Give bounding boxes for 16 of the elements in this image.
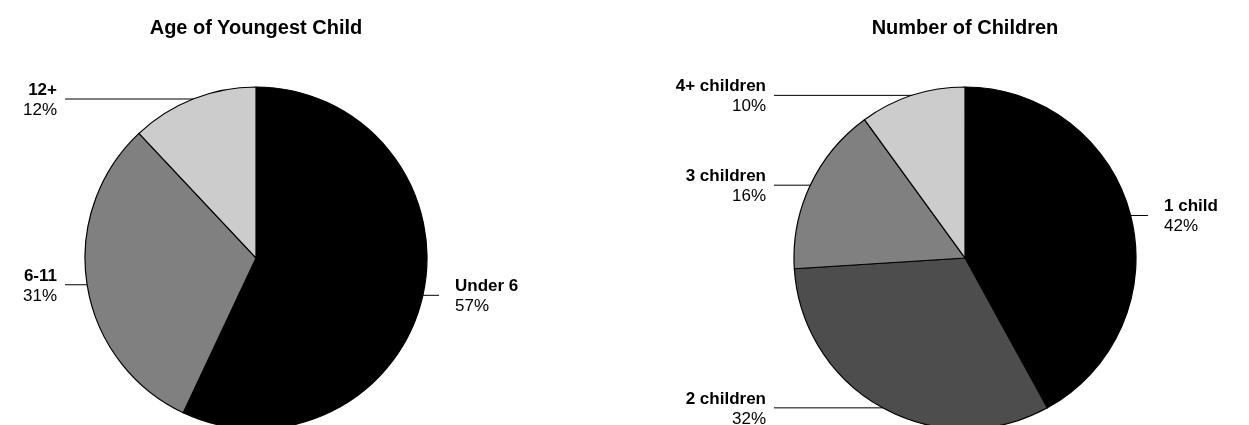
data-label: 32%: [731, 408, 766, 425]
chart-title: Age of Youngest Child: [149, 16, 363, 38]
data-label: 42%: [1164, 216, 1199, 236]
slice-label: 12+: [28, 80, 58, 100]
data-label: 12%: [22, 100, 57, 120]
slice-label: Under 6: [455, 276, 519, 296]
slice-label: 6-11: [23, 265, 57, 285]
data-label: 16%: [731, 186, 766, 206]
slice-label: 2 children: [685, 388, 766, 408]
data-label: 31%: [22, 285, 57, 305]
chart-title: Number of Children: [871, 16, 1059, 38]
data-label: 57%: [455, 296, 490, 316]
slice-label: 1 child: [1164, 196, 1218, 216]
slice-label: 4+ children: [675, 76, 766, 96]
slice-label: 3 children: [685, 166, 766, 186]
data-label: 10%: [731, 96, 766, 116]
